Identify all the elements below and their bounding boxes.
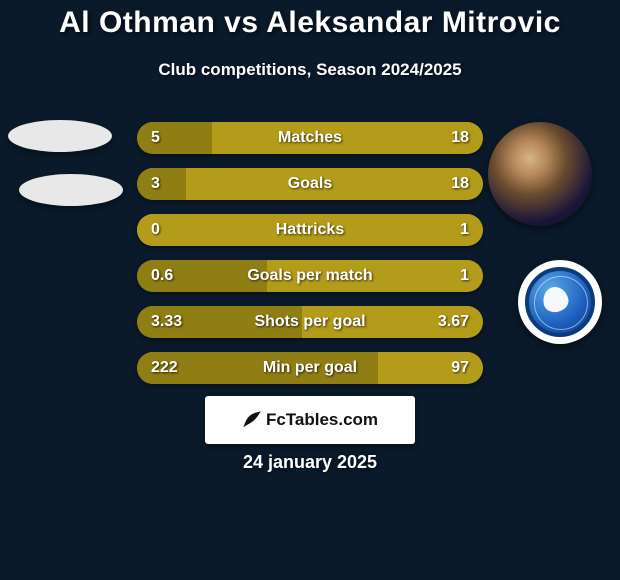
stat-row: 22297Min per goal <box>137 352 483 384</box>
page-title: Al Othman vs Aleksandar Mitrovic <box>0 6 620 40</box>
player-right-avatar <box>488 122 592 226</box>
brand-text: FcTables.com <box>266 410 378 430</box>
stat-label: Min per goal <box>137 352 483 384</box>
stat-label: Goals <box>137 168 483 200</box>
globe-icon <box>242 410 262 430</box>
stat-label: Matches <box>137 122 483 154</box>
stat-row: 3.333.67Shots per goal <box>137 306 483 338</box>
stat-bars: 518Matches 318Goals 01Hattricks 0.61Goals p… <box>137 122 483 398</box>
stat-row: 318Goals <box>137 168 483 200</box>
date-line: 24 january 2025 <box>0 452 620 473</box>
page-subtitle: Club competitions, Season 2024/2025 <box>0 60 620 80</box>
crest-graphic <box>525 267 595 337</box>
stat-label: Shots per goal <box>137 306 483 338</box>
brand-label: FcTables.com <box>242 410 378 430</box>
stat-label: Goals per match <box>137 260 483 292</box>
club-left-crest <box>19 174 123 206</box>
club-right-crest <box>518 260 602 344</box>
stat-label: Hattricks <box>137 214 483 246</box>
brand-box[interactable]: FcTables.com <box>205 396 415 444</box>
player-left-avatar <box>8 120 112 152</box>
stat-row: 01Hattricks <box>137 214 483 246</box>
stat-row: 0.61Goals per match <box>137 260 483 292</box>
stat-row: 518Matches <box>137 122 483 154</box>
